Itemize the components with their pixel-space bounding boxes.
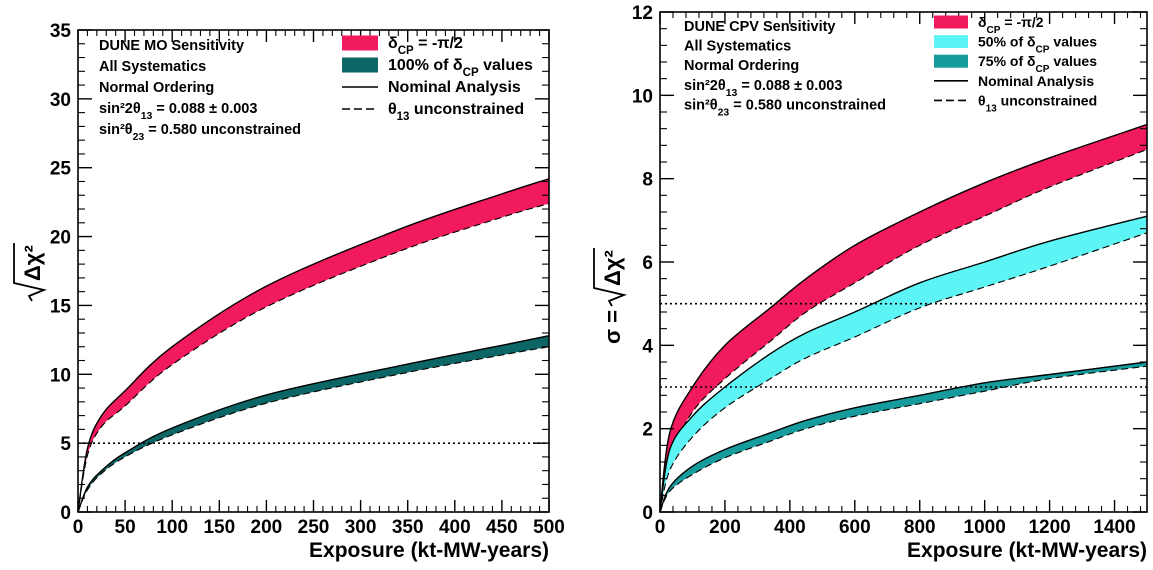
y-tick-label: 35: [50, 21, 72, 42]
sqrt-sign: [593, 248, 627, 307]
info-line-1: DUNE CPV Sensitivity: [684, 19, 836, 35]
y-tick-label: 12: [632, 3, 653, 24]
x-tick-label: 400: [439, 517, 471, 538]
unconstrained-line-1: [659, 148, 1148, 513]
info-line-3: Normal Ordering: [99, 80, 214, 96]
y-tick-label: 6: [642, 253, 653, 274]
legend-swatch-1: [934, 15, 968, 29]
x-tick-label: 200: [709, 517, 741, 538]
y-tick-label: 5: [60, 434, 71, 455]
legend-swatch-2: [342, 57, 378, 73]
y-axis-prefix: σ =: [600, 310, 625, 344]
legend-label-3: Nominal Analysis: [388, 79, 521, 96]
info-line-2: All Systematics: [684, 39, 791, 55]
unconstrained-line-1: [77, 202, 550, 513]
y-axis-title: Δχ²: [13, 243, 47, 302]
legend-swatch-3: [934, 54, 968, 68]
band-1: [78, 178, 549, 513]
x-tick-label: 200: [251, 517, 283, 538]
legend-label-2: 50% of δCP values: [978, 34, 1097, 56]
legend-label-1: δCP = -π/2: [978, 14, 1044, 36]
info-line-2: All Systematics: [99, 59, 206, 75]
nominal-line-2: [659, 215, 1148, 513]
y-axis-radicand: Δχ²: [20, 245, 45, 281]
x-tick-label: 1000: [964, 517, 1006, 538]
y-axis-radicand: Δχ²: [600, 250, 625, 286]
x-tick-label: 0: [655, 517, 666, 538]
x-axis-title: Exposure (kt-MW-years): [309, 539, 549, 562]
y-tick-label: 30: [50, 90, 71, 111]
x-tick-label: 0: [73, 517, 84, 538]
y-tick-label: 10: [50, 365, 71, 386]
sqrt-sign: [13, 243, 47, 302]
legend-label-4: θ13 unconstrained: [388, 101, 524, 123]
x-tick-label: 50: [115, 517, 136, 538]
x-tick-label: 400: [774, 517, 806, 538]
unconstrained-line-3: [659, 365, 1148, 513]
band-2: [660, 216, 1147, 513]
y-tick-label: 25: [50, 159, 72, 180]
info-line-4: sin²2θ13 = 0.088 ± 0.003: [99, 101, 257, 122]
y-tick-label: 4: [642, 336, 653, 357]
nominal-line-1: [659, 123, 1148, 513]
legend-swatch-1: [342, 35, 378, 51]
y-tick-label: 8: [642, 170, 653, 191]
x-tick-label: 150: [203, 517, 235, 538]
nominal-line-2: [77, 335, 550, 513]
x-tick-label: 500: [533, 517, 565, 538]
y-tick-label: 15: [50, 296, 72, 317]
legend-label-1: δCP = -π/2: [388, 35, 463, 57]
nominal-line-3: [659, 361, 1148, 513]
info-line-3: Normal Ordering: [684, 58, 799, 74]
legend-label-4: Nominal Analysis: [978, 73, 1094, 89]
legend-swatch-2: [934, 35, 968, 49]
nominal-line-1: [77, 178, 550, 513]
legend-label-2: 100% of δCP values: [388, 57, 533, 79]
y-tick-label: 0: [60, 503, 71, 524]
y-tick-label: 20: [50, 228, 71, 249]
x-tick-label: 450: [486, 517, 518, 538]
x-tick-label: 250: [298, 517, 330, 538]
x-tick-label: 1400: [1093, 517, 1135, 538]
y-tick-label: 10: [632, 86, 653, 107]
info-line-1: DUNE MO Sensitivity: [99, 38, 244, 54]
band-2: [78, 335, 549, 512]
x-tick-label: 1200: [1028, 517, 1070, 538]
x-tick-label: 350: [392, 517, 424, 538]
info-line-5: sin²θ23 = 0.580 unconstrained: [684, 97, 886, 118]
x-axis-title: Exposure (kt-MW-years): [907, 539, 1147, 562]
y-axis-title: σ = Δχ²: [593, 248, 627, 344]
unconstrained-line-2: [77, 346, 550, 513]
info-line-4: sin²2θ13 = 0.088 ± 0.003: [684, 78, 842, 99]
x-tick-label: 600: [839, 517, 871, 538]
info-line-5: sin²θ23 = 0.580 unconstrained: [99, 122, 301, 143]
x-tick-label: 300: [345, 517, 377, 538]
chart-panel-1: 0 50 100 150 200 250 300 350 400 450 500 0 5 10 15 20 25…: [13, 21, 565, 562]
y-tick-label: 0: [642, 503, 653, 524]
legend-label-5: θ13 unconstrained: [978, 92, 1097, 114]
unconstrained-line-2: [659, 232, 1148, 513]
x-tick-label: 800: [904, 517, 936, 538]
legend-label-3: 75% of δCP values: [978, 53, 1097, 75]
chart-panel-2: 0 200 400 600 800 1000 1200 1400 0 2 4 6 8 10 12 Exposu…: [593, 3, 1148, 562]
y-tick-label: 2: [642, 420, 653, 441]
x-tick-label: 100: [156, 517, 188, 538]
